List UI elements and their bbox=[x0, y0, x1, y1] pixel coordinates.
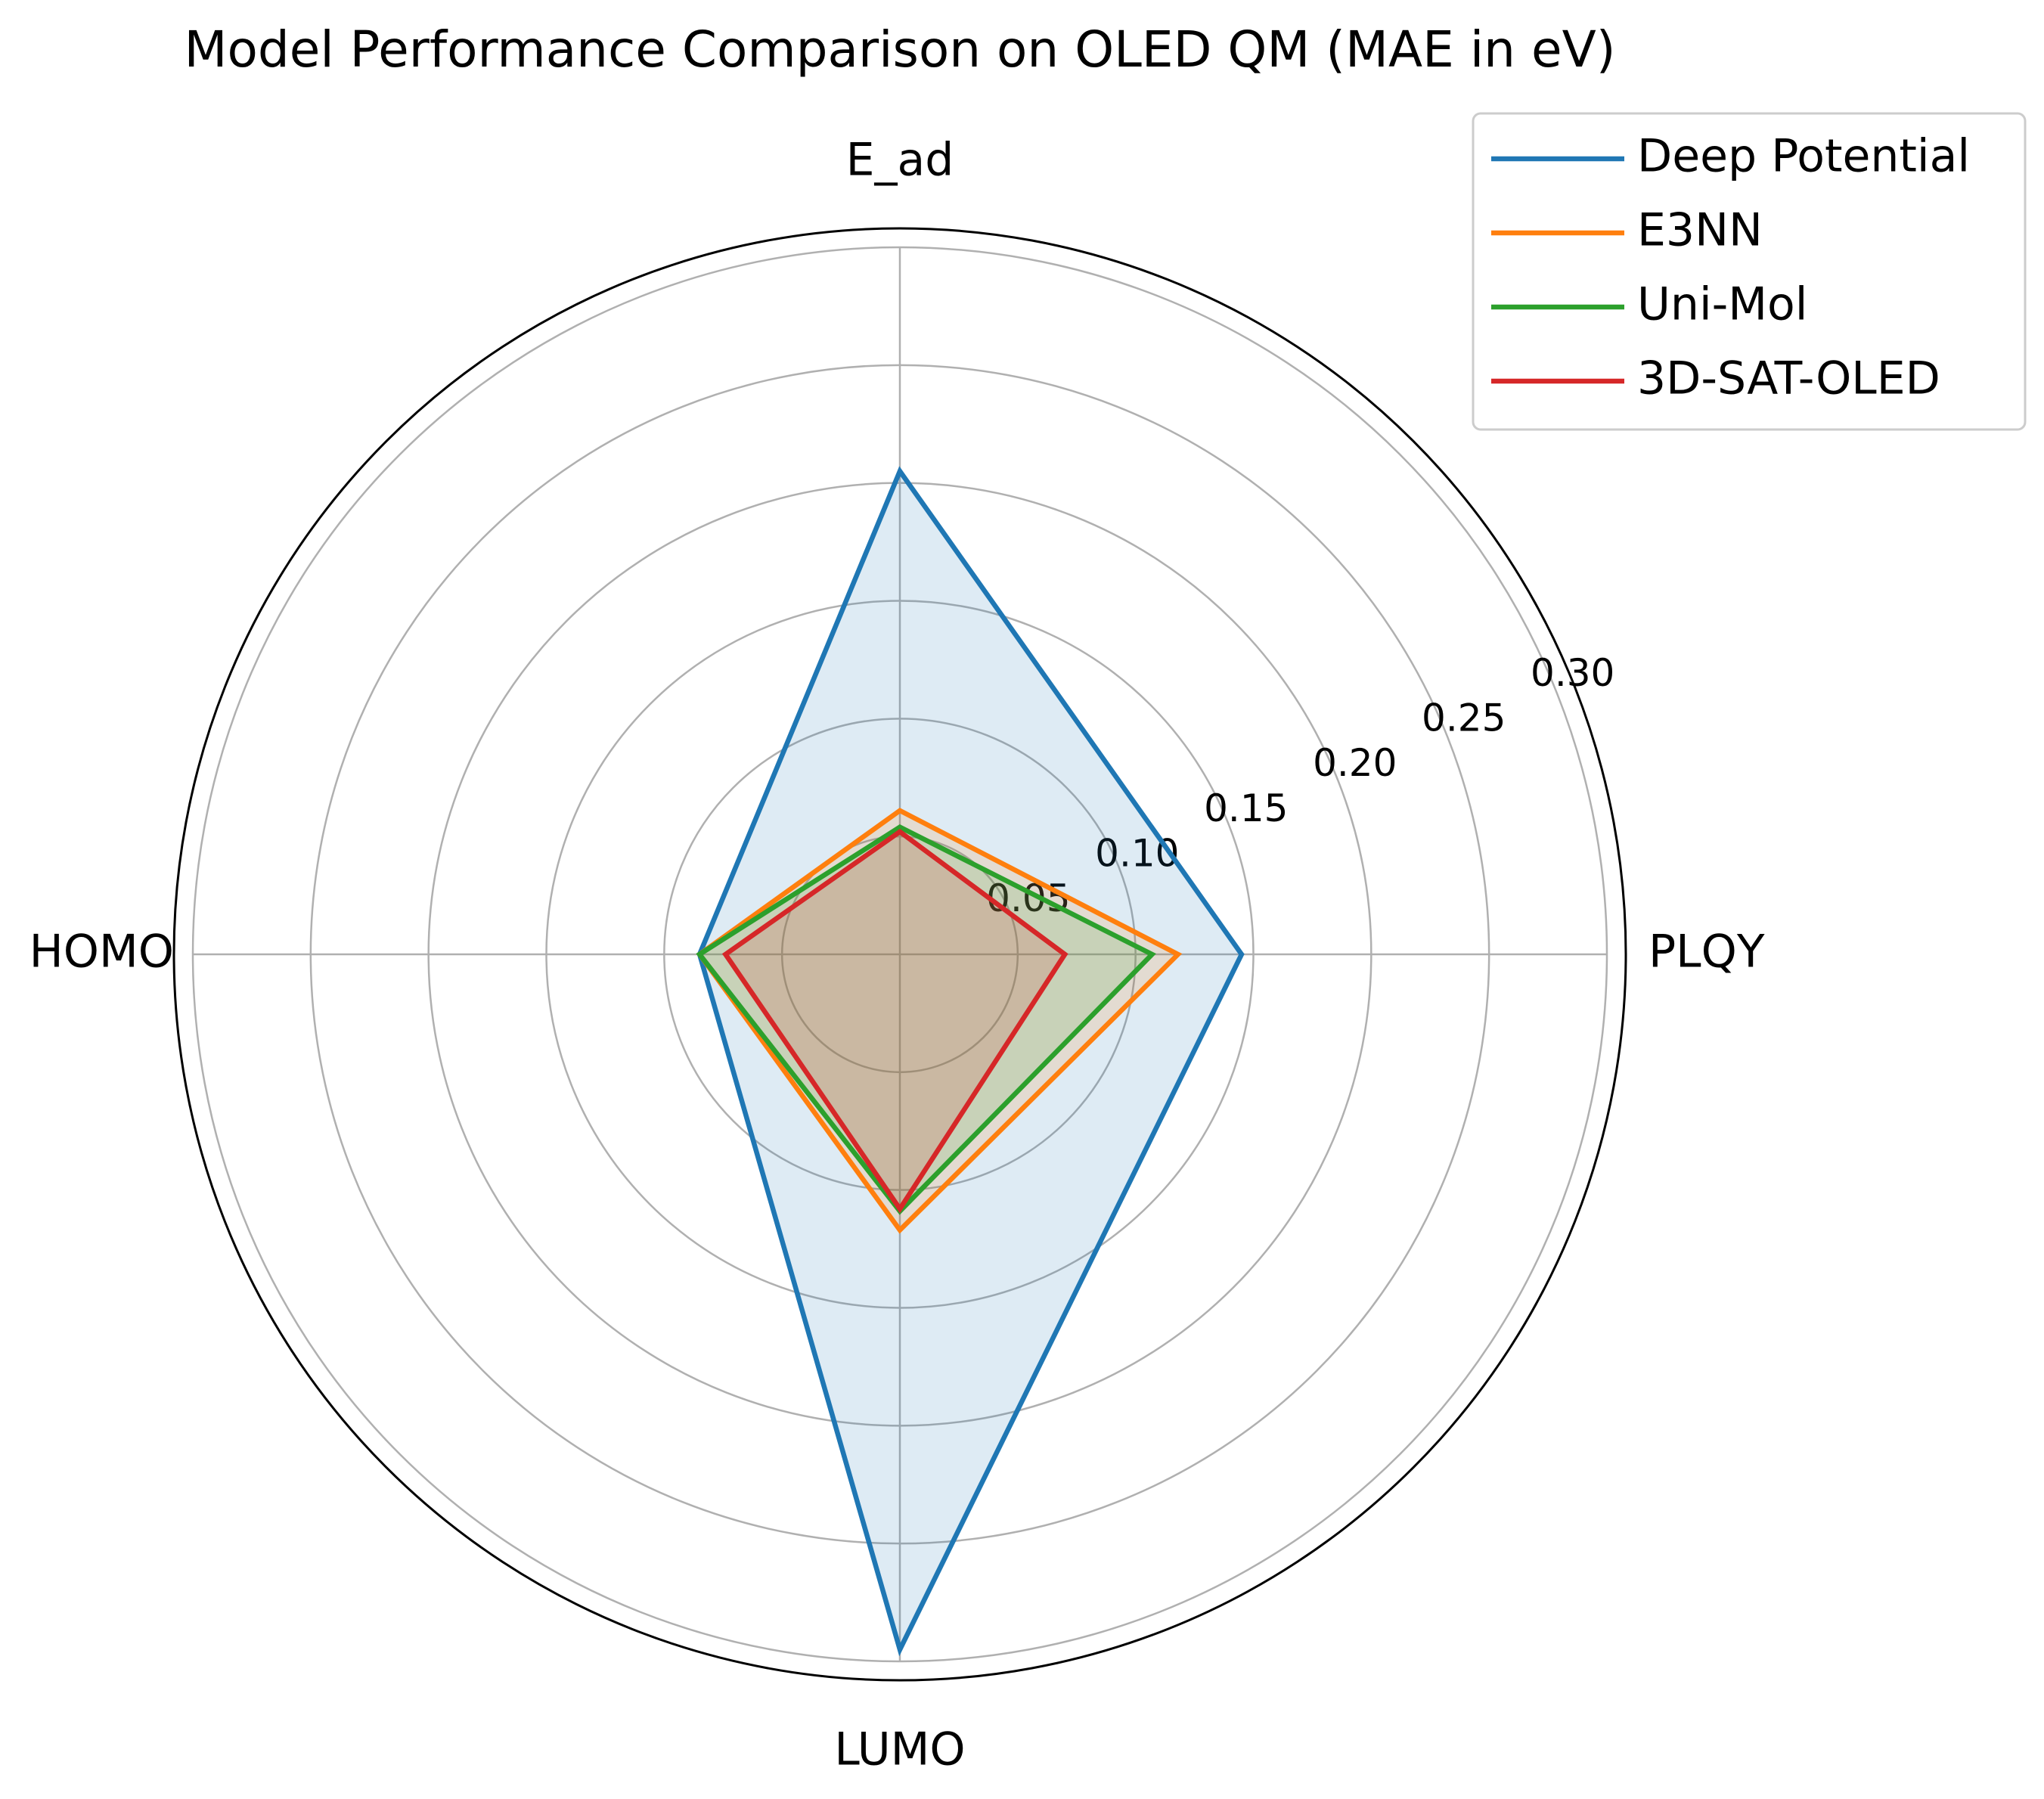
r-tick-label: 0.05 bbox=[986, 876, 1070, 920]
legend: Deep Potential E3NN Uni-Mol 3D-SAT-OLED bbox=[1472, 112, 2027, 431]
r-tick-label: 0.20 bbox=[1313, 741, 1397, 785]
series-layer bbox=[696, 466, 1245, 1657]
chart-title: Model Performance Comparison on OLED QM … bbox=[185, 20, 1616, 79]
axis-label: LUMO bbox=[834, 1723, 965, 1776]
axis-label: HOMO bbox=[29, 926, 174, 979]
series-line-3 bbox=[721, 828, 1069, 1214]
r-tick-label: 0.15 bbox=[1204, 786, 1288, 830]
series-line-2 bbox=[696, 824, 1156, 1215]
axis-label: E_ad bbox=[846, 134, 954, 187]
polar-frame bbox=[172, 227, 1627, 1682]
legend-label: 3D-SAT-OLED bbox=[1637, 352, 1940, 405]
series-fill-3 bbox=[725, 831, 1065, 1209]
series-fill-1 bbox=[699, 810, 1178, 1230]
legend-label: Deep Potential bbox=[1637, 130, 1970, 183]
r-tick-label: 0.10 bbox=[1095, 832, 1179, 876]
legend-label: E3NN bbox=[1637, 204, 1763, 257]
r-tick-label: 0.25 bbox=[1422, 696, 1506, 740]
axis-label: PLQY bbox=[1649, 926, 1765, 979]
legend-label: Uni-Mol bbox=[1637, 278, 1807, 331]
legend-box bbox=[1472, 112, 2027, 431]
axis-labels: PLQY E_ad HOMO LUMO bbox=[29, 134, 1765, 1776]
r-tick-label: 0.30 bbox=[1531, 651, 1614, 695]
polar-grid: 0.05 0.10 0.15 0.20 0.25 0.30 bbox=[172, 227, 1627, 1682]
series-fill-2 bbox=[699, 827, 1152, 1211]
